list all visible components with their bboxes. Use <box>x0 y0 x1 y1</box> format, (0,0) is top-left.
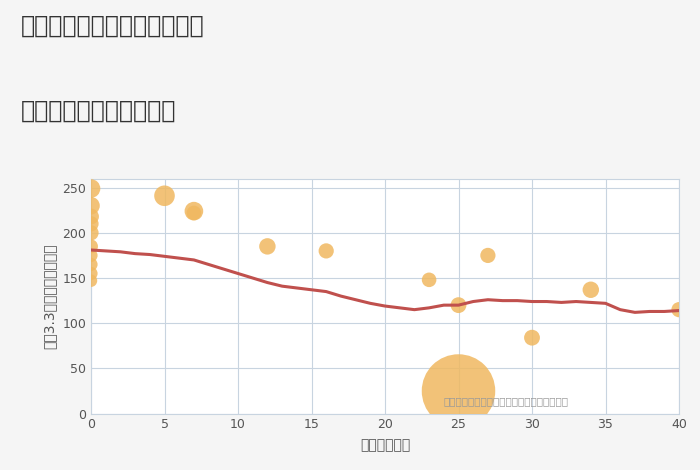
Point <box>85 270 97 277</box>
Point <box>85 213 97 220</box>
Point <box>453 387 464 395</box>
Point <box>453 301 464 309</box>
Point <box>85 229 97 236</box>
Point <box>673 306 685 313</box>
Point <box>526 334 538 341</box>
Point <box>585 286 596 294</box>
Point <box>188 207 199 215</box>
Point <box>85 277 97 284</box>
Y-axis label: 坪（3.3㎡）単価（万円）: 坪（3.3㎡）単価（万円） <box>43 243 57 349</box>
Point <box>85 220 97 227</box>
Point <box>85 243 97 250</box>
Point <box>262 243 273 250</box>
Point <box>188 209 199 217</box>
Point <box>482 251 493 259</box>
Text: 円の大きさは、取引のあった物件面積を示す: 円の大きさは、取引のあった物件面積を示す <box>444 396 569 407</box>
Point <box>424 276 435 283</box>
Text: 神奈川県川崎市幸区新塚越の: 神奈川県川崎市幸区新塚越の <box>21 14 204 38</box>
Point <box>159 192 170 200</box>
Text: 築年数別中古戸建て価格: 築年数別中古戸建て価格 <box>21 99 176 123</box>
Point <box>85 202 97 210</box>
X-axis label: 築年数（年）: 築年数（年） <box>360 439 410 453</box>
Point <box>321 247 332 255</box>
Point <box>85 251 97 259</box>
Point <box>85 261 97 268</box>
Point <box>85 185 97 192</box>
